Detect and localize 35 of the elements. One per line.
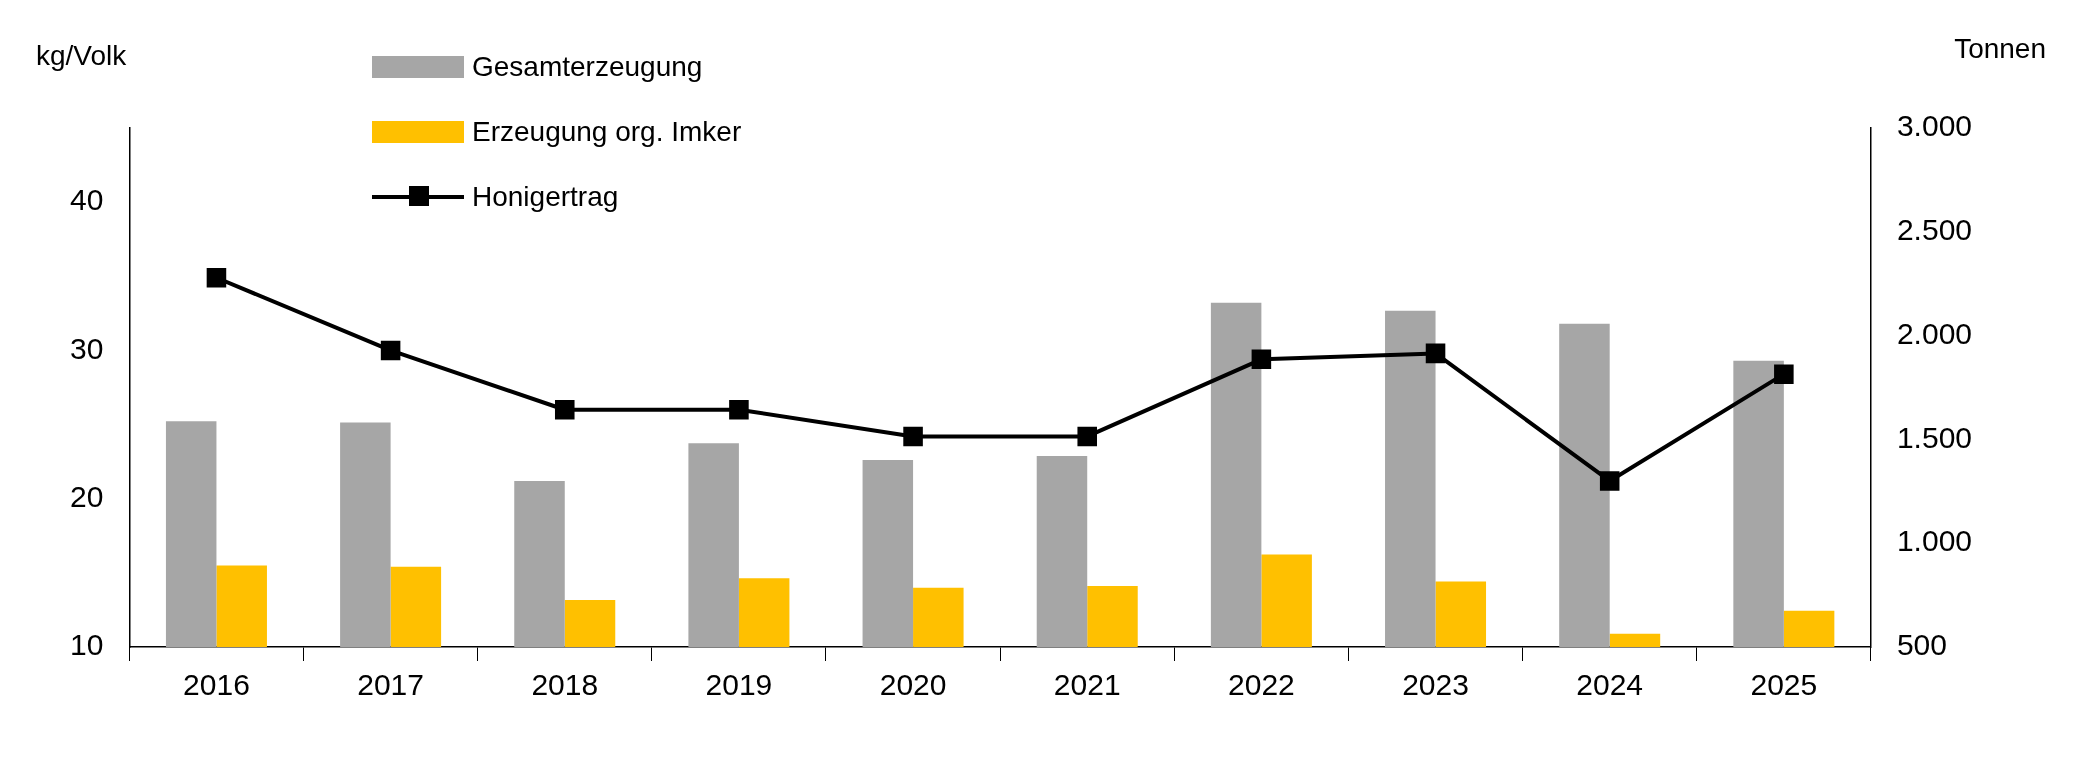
x-tick-label: 2024 xyxy=(1576,668,1644,702)
y-tick-label: 10 xyxy=(69,628,104,662)
y-axis-title: kg/Volk xyxy=(36,40,127,72)
point xyxy=(1599,471,1620,491)
y2-tick-label: 1.000 xyxy=(1896,524,1972,558)
x-tick-label: 2023 xyxy=(1402,668,1469,702)
point xyxy=(903,426,923,447)
x-tick-label: 2019 xyxy=(705,668,773,702)
point xyxy=(729,399,749,420)
point xyxy=(1077,426,1097,447)
legend-label: Erzeugung org. Imker xyxy=(472,116,742,148)
y2-tick-label: 3.000 xyxy=(1896,109,1972,143)
legend-label: Gesamterzeugung xyxy=(472,51,703,83)
x-tick-label: 2025 xyxy=(1750,668,1818,702)
y-tick-label: 30 xyxy=(69,331,104,365)
x-tick-label: 2016 xyxy=(183,668,250,702)
y-tick-label: 20 xyxy=(69,479,104,513)
y2-tick-label: 2.500 xyxy=(1896,213,1972,247)
point xyxy=(206,267,227,288)
x-tick-label: 2022 xyxy=(1228,668,1295,702)
y2-tick-label: 1.500 xyxy=(1896,420,1972,454)
legend-label: Honigertrag xyxy=(472,181,619,213)
y2-tick-label: 500 xyxy=(1896,628,1947,662)
y2-tick-label: 2.000 xyxy=(1896,316,1972,350)
point xyxy=(554,399,575,420)
y2-axis-title: Tonnen xyxy=(1954,33,2046,65)
point xyxy=(1774,364,1794,384)
point xyxy=(1425,343,1446,364)
x-tick-label: 2020 xyxy=(879,668,947,702)
point xyxy=(1251,349,1272,370)
x-tick-label: 2017 xyxy=(357,668,424,702)
x-tick-label: 2021 xyxy=(1053,668,1121,702)
y-tick-label: 40 xyxy=(69,183,104,217)
x-tick-label: 2018 xyxy=(531,668,599,702)
point xyxy=(380,340,401,361)
